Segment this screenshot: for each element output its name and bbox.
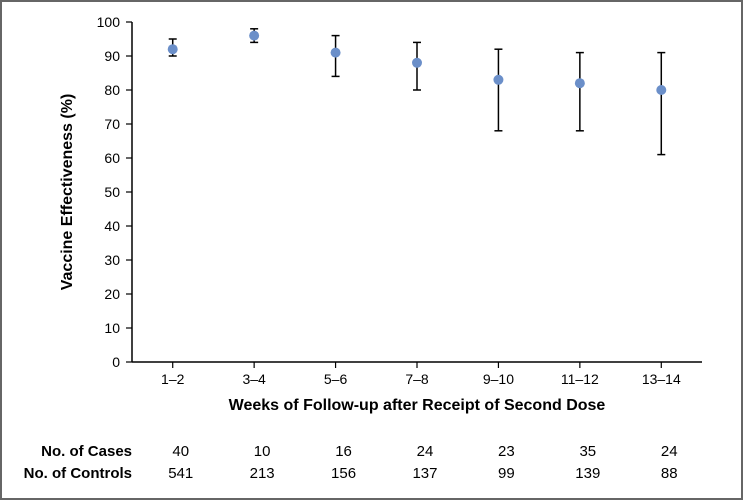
table-cell: 99 [466, 465, 547, 482]
table-row-cells: 5412131561379913988 [140, 465, 741, 482]
data-point [331, 48, 341, 58]
y-tick-label: 10 [104, 320, 120, 336]
chart-frame: 0 10 20 30 40 50 60 70 80 90 100 1–2 3–4 5–6 7–8 9–10 11… [0, 0, 743, 500]
table-row: No. of Controls5412131561379913988 [2, 462, 741, 484]
x-tick-label: 13–14 [642, 371, 681, 387]
data-point [168, 44, 178, 54]
table-cell: 23 [466, 443, 547, 460]
data-point [249, 31, 259, 41]
table-cell: 40 [140, 443, 221, 460]
data-table: No. of Cases40101624233524No. of Control… [2, 440, 741, 484]
table-cell: 137 [384, 465, 465, 482]
table-cell: 35 [547, 443, 628, 460]
y-tick-label: 70 [104, 116, 120, 132]
table-row-label: No. of Controls [2, 465, 140, 482]
table-cell: 156 [303, 465, 384, 482]
data-point [656, 85, 666, 95]
table-row-label: No. of Cases [2, 443, 140, 460]
y-tick-label: 40 [104, 218, 120, 234]
x-tick-label: 7–8 [405, 371, 429, 387]
x-tick-label: 1–2 [161, 371, 185, 387]
y-tick-label: 0 [112, 354, 120, 370]
table-row: No. of Cases40101624233524 [2, 440, 741, 462]
y-tick-label: 100 [97, 14, 121, 30]
x-tick-label: 9–10 [483, 371, 514, 387]
table-cell: 213 [221, 465, 302, 482]
x-axis-label: Weeks of Follow-up after Receipt of Seco… [229, 397, 606, 414]
data-point [575, 78, 585, 88]
data-point [412, 58, 422, 68]
data-point [493, 75, 503, 85]
table-cell: 16 [303, 443, 384, 460]
y-tick-label: 90 [104, 48, 120, 64]
x-tick-label: 3–4 [242, 371, 266, 387]
y-tick-label: 20 [104, 286, 120, 302]
table-cell: 10 [221, 443, 302, 460]
x-tick-label: 11–12 [561, 371, 599, 387]
table-cell: 541 [140, 465, 221, 482]
effectiveness-chart: 0 10 20 30 40 50 60 70 80 90 100 1–2 3–4 5–6 7–8 9–10 11… [2, 2, 741, 432]
table-cell: 24 [629, 443, 710, 460]
y-axis-label: Vaccine Effectiveness (%) [59, 94, 76, 291]
y-tick-label: 30 [104, 252, 120, 268]
table-cell: 24 [384, 443, 465, 460]
y-tick-label: 80 [104, 82, 120, 98]
y-tick-label: 60 [104, 150, 120, 166]
y-tick-label: 50 [104, 184, 120, 200]
x-tick-label: 5–6 [324, 371, 348, 387]
table-row-cells: 40101624233524 [140, 443, 741, 460]
table-cell: 139 [547, 465, 628, 482]
table-cell: 88 [629, 465, 710, 482]
